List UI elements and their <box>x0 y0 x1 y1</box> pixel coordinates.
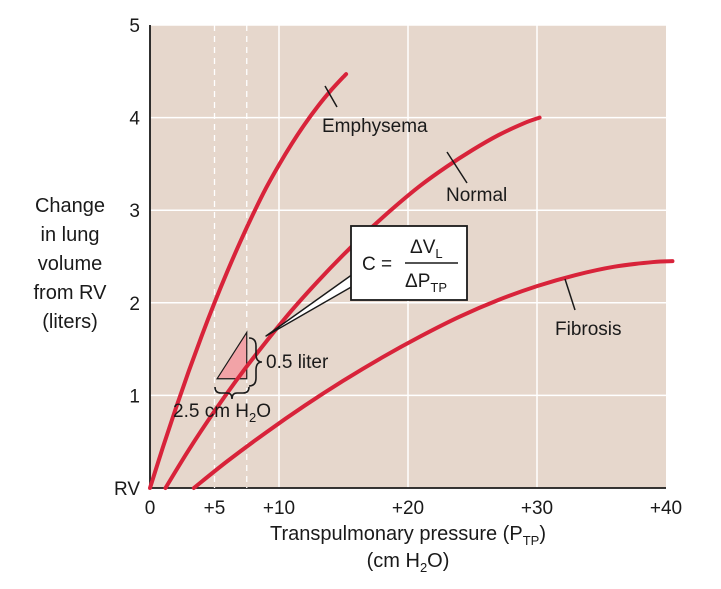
formula-numerator: ΔVL <box>410 237 443 261</box>
x-unit-sub: 2 <box>420 560 427 575</box>
compliance-triangle-shape <box>215 330 248 380</box>
series-label-emphysema: Emphysema <box>322 116 428 137</box>
formula-num-sub: L <box>435 246 442 261</box>
formula-lhs: C = <box>362 254 392 275</box>
y-title-line-3: volume <box>38 253 102 275</box>
pressure-step-sub: 2 <box>249 410 256 425</box>
x-tick-label: +10 <box>263 498 295 519</box>
formula-num-main: ΔV <box>410 237 436 258</box>
pressure-step-post: O <box>256 401 271 422</box>
y-tick-label: RV <box>114 479 140 500</box>
y-tick-label: 5 <box>129 16 140 37</box>
x-axis-unit: (cm H2O) <box>367 550 450 575</box>
y-tick-label: 3 <box>129 201 140 222</box>
x-tick-label: 0 <box>145 498 156 519</box>
x-title-close: ) <box>539 523 546 545</box>
pressure-step-pre: 2.5 cm H <box>173 401 249 422</box>
curve-label-leaders <box>324 85 576 311</box>
x-tick-label: +30 <box>521 498 553 519</box>
y-title-line-1: Change <box>35 195 105 217</box>
label-leader-line <box>564 278 576 311</box>
series-label-fibrosis: Fibrosis <box>555 319 622 340</box>
y-tick-label: 4 <box>129 109 140 130</box>
y-tick-labels: RV 1 2 3 4 5 <box>114 16 140 500</box>
pressure-step-label: 2.5 cm H2O <box>173 401 271 425</box>
formula-denominator: ΔPTP <box>405 271 447 295</box>
y-tick-label: 2 <box>129 294 140 315</box>
y-axis-title: Change in lung volume from RV (liters) <box>34 195 108 333</box>
y-title-line-2: in lung <box>41 224 100 246</box>
pressure-brace <box>214 386 250 400</box>
x-tick-label: +5 <box>204 498 226 519</box>
x-tick-label: +40 <box>650 498 682 519</box>
y-title-line-5: (liters) <box>42 311 98 333</box>
y-title-line-4: from RV <box>34 282 108 304</box>
x-tick-labels: 0 +5 +10 +20 +30 +40 <box>145 498 682 519</box>
x-title-sub: TP <box>523 533 540 548</box>
formula-den-sub: TP <box>430 280 447 295</box>
compliance-triangle <box>215 330 248 380</box>
x-title-main: Transpulmonary pressure (P <box>270 523 523 545</box>
fibrosis-curve <box>191 259 675 490</box>
series-label-normal: Normal <box>446 185 507 206</box>
x-unit-pre: (cm H <box>367 550 420 572</box>
y-tick-label: 1 <box>129 386 140 407</box>
volume-step-label: 0.5 liter <box>266 352 329 373</box>
x-unit-post: O) <box>427 550 449 572</box>
label-leader-line <box>446 151 468 184</box>
x-tick-label: +20 <box>392 498 424 519</box>
grid <box>149 24 666 489</box>
formula-den-main: ΔP <box>405 271 430 292</box>
emphysema-curve <box>148 72 349 490</box>
x-axis-title: Transpulmonary pressure (PTP) <box>270 523 546 548</box>
label-leader-line <box>324 85 338 108</box>
volume-brace <box>248 337 263 387</box>
